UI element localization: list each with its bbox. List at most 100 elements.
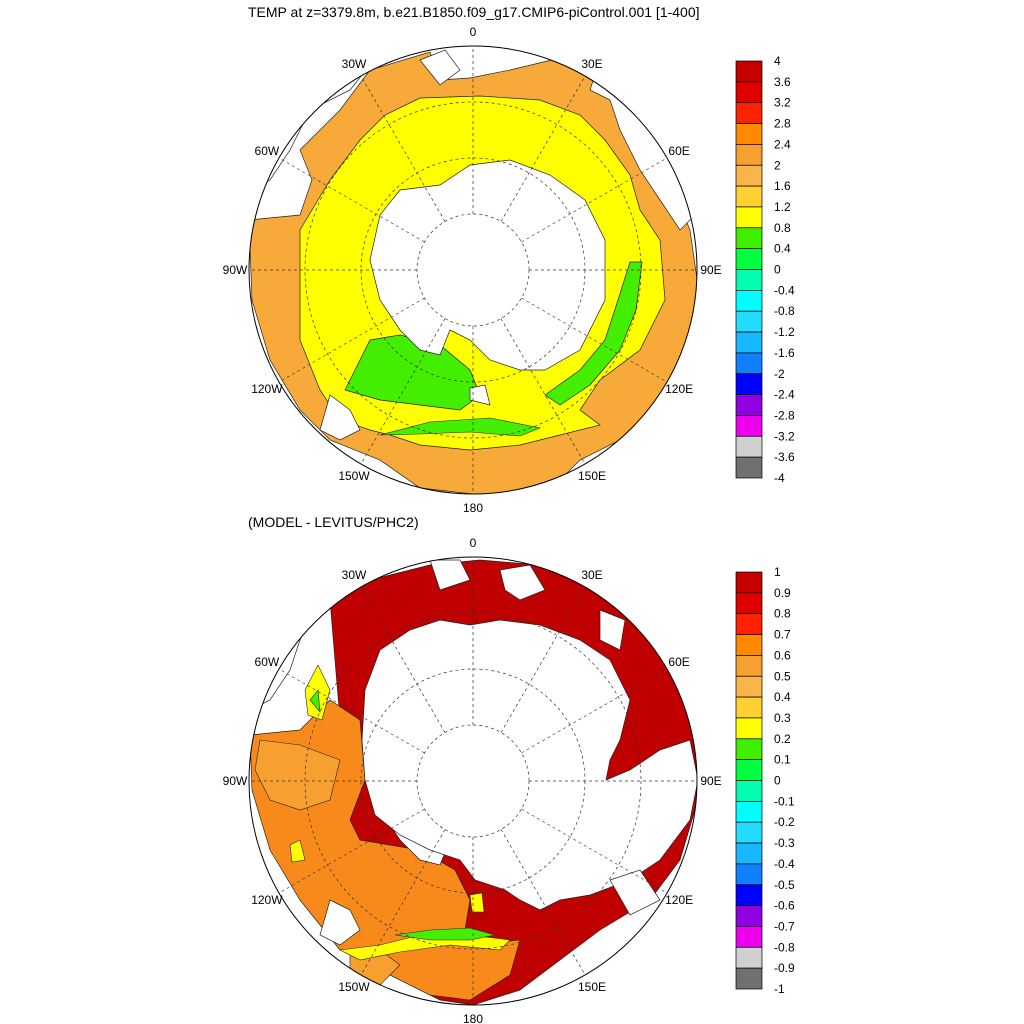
meridian-line <box>360 318 446 465</box>
temp-field-green-west <box>344 334 481 411</box>
colorbar-temperature: 4 3.6 3.2 2.8 2.4 2 1.6 1.2 0.8 0.4 0 -0.4 -0.8 -1.2 -… <box>735 54 795 485</box>
colorbar-box <box>735 310 763 333</box>
longitude-label: 150E <box>578 469 606 483</box>
panel-1-title: TEMP at z=3379.8m, b.e21.B1850.f09_g17.C… <box>248 4 700 20</box>
longitude-label: 180 <box>463 501 483 515</box>
colorbar-box <box>735 655 763 677</box>
colorbar-box <box>735 967 763 990</box>
colorbar-box <box>735 456 763 479</box>
colorbar-label: 4 <box>774 54 781 68</box>
colorbar-label: -3.2 <box>774 429 795 443</box>
colorbar-box <box>735 842 763 865</box>
longitude-label: 60E <box>668 655 689 669</box>
longitude-label: 0 <box>470 25 477 39</box>
meridian-line <box>500 829 586 976</box>
meridian-line <box>500 75 586 222</box>
longitude-label: 90W <box>223 774 248 788</box>
colorbar-label: -1.6 <box>774 346 795 360</box>
longitude-label: 30E <box>581 568 602 582</box>
colorbar-box <box>735 102 763 124</box>
colorbar-label: 0.8 <box>774 221 791 235</box>
latitude-circle <box>304 101 642 439</box>
colorbar-label: 0.5 <box>774 669 791 683</box>
colorbar-box <box>735 81 763 104</box>
longitude-label: 30W <box>342 568 367 582</box>
meridian-line <box>278 157 425 243</box>
colorbar-label: 0.9 <box>774 586 791 600</box>
antarctica-land-lower <box>249 559 697 946</box>
colorbar-label: 3.2 <box>774 96 791 110</box>
longitude-labels-lower: 0 30E 60E 90E 120E 150E 180 150W 120W 90W 60W 30W <box>223 536 722 1024</box>
colorbar-label: 0 <box>774 774 781 788</box>
longitude-label: 30W <box>342 57 367 71</box>
colorbar-label: 0.7 <box>774 628 791 642</box>
colorbar-label: -0.4 <box>774 283 795 297</box>
panel-2-title: (MODEL - LEVITUS/PHC2) <box>248 514 419 530</box>
temp-field-green-south <box>379 417 542 437</box>
colorbar-box <box>735 164 763 187</box>
colorbar-label: -2.4 <box>774 388 795 402</box>
colorbar-label: -0.9 <box>774 961 795 975</box>
longitude-label: 120E <box>665 382 693 396</box>
longitude-label: 0 <box>470 536 477 550</box>
longitude-label: 90E <box>700 774 721 788</box>
diff-field-yellow-spot-2 <box>289 839 306 863</box>
colorbar-label: 0.2 <box>774 732 791 746</box>
temp-field-green-east <box>544 261 643 406</box>
colorbar-label: 2.8 <box>774 117 791 131</box>
colorbar-box <box>735 946 763 969</box>
meridian-line <box>360 586 446 733</box>
longitude-label: 150W <box>338 980 370 994</box>
colorbar-box <box>735 185 763 208</box>
colorbar-box <box>735 123 763 145</box>
meridian-line <box>521 808 668 894</box>
longitude-label: 60W <box>255 144 280 158</box>
diff-field-yellow-spot <box>469 892 485 913</box>
polar-map-temperature: 0 30E 60E 90E 120E 150E 180 150W 120W 90W 60W 30W <box>223 25 722 515</box>
colorbar-label: -0.4 <box>774 857 795 871</box>
meridian-line <box>500 586 586 733</box>
meridian-line <box>278 297 425 383</box>
colorbar-label: -0.7 <box>774 919 795 933</box>
colorbar-difference: 1 0.9 0.8 0.7 0.6 0.5 0.4 0.3 0.2 0.1 0 -0.1 -0.2 -0.… <box>735 565 795 996</box>
colorbar-label: 0.3 <box>774 711 791 725</box>
longitude-label: 120E <box>665 893 693 907</box>
colorbar-box <box>735 717 763 740</box>
colorbar-label: 0.6 <box>774 648 791 662</box>
map-boundary <box>248 45 698 495</box>
colorbar-box <box>735 592 763 615</box>
colorbar-box <box>735 800 763 823</box>
colorbar-label: 0 <box>774 263 781 277</box>
meridian-line <box>278 668 425 754</box>
colorbar-label: -2 <box>774 367 785 381</box>
meridian-line <box>278 808 425 894</box>
map-boundary-lower <box>248 556 698 1006</box>
polar-map-difference: 0 30E 60E 90E 120E 150E 180 150W 120W 90W 60W 30W <box>223 536 722 1024</box>
longitude-label: 120W <box>251 382 283 396</box>
colorbar-box <box>735 227 763 250</box>
colorbar-box <box>735 394 763 416</box>
meridian-line <box>360 75 446 222</box>
colorbar-box <box>735 675 763 698</box>
longitude-label: 90W <box>223 263 248 277</box>
colorbar-box <box>735 821 763 844</box>
colorbar-label: -3.6 <box>774 450 795 464</box>
colorbar-label: -0.8 <box>774 940 795 954</box>
colorbar-label: 2 <box>774 158 781 172</box>
colorbar-box <box>735 269 763 291</box>
colorbar-box <box>735 863 763 886</box>
colorbar-box <box>735 926 763 948</box>
colorbar-box <box>735 780 763 802</box>
colorbar-label: -2.8 <box>774 408 795 422</box>
colorbar-box <box>735 884 763 906</box>
colorbar-box <box>735 206 763 229</box>
colorbar-label: 3.6 <box>774 75 791 89</box>
graticule <box>249 46 697 494</box>
colorbar-box <box>735 759 763 781</box>
diff-field-green-west <box>309 689 321 713</box>
colorbar-label: 0.1 <box>774 753 791 767</box>
colorbar-label: -0.1 <box>774 794 795 808</box>
colorbar-label: -0.3 <box>774 836 795 850</box>
colorbar-box <box>735 738 763 760</box>
